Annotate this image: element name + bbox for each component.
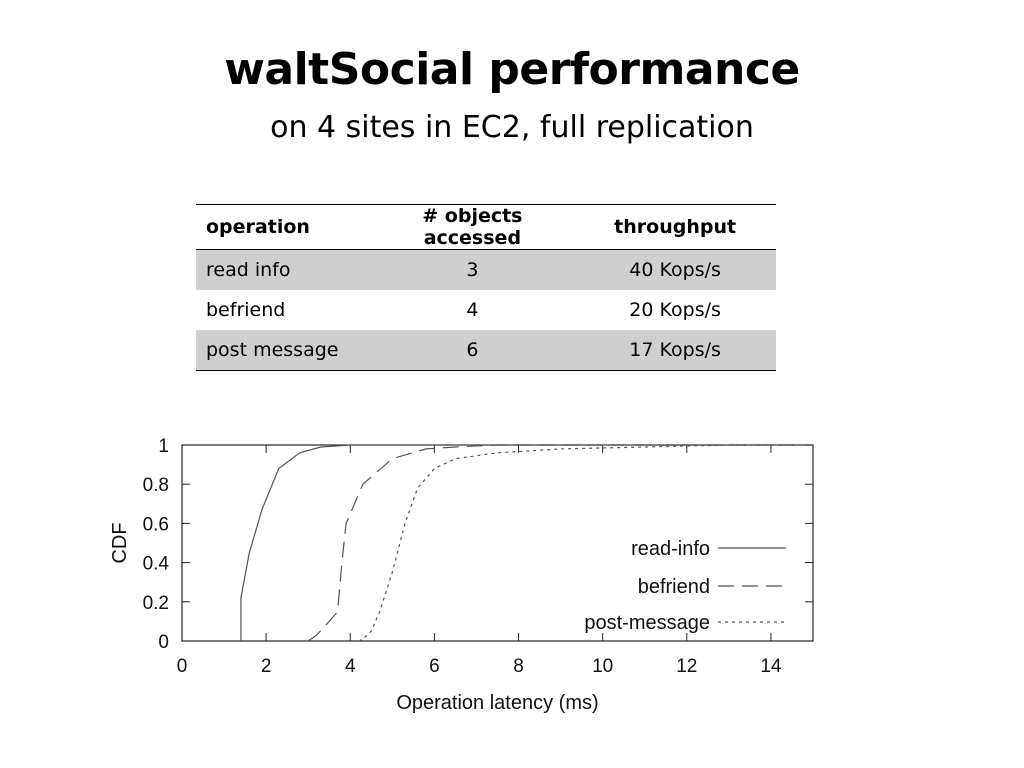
- y-tick-label: 0.8: [143, 475, 169, 496]
- x-tick-label: 2: [261, 656, 272, 677]
- cell-operation: post message: [206, 339, 339, 361]
- x-tick-label: 8: [513, 656, 524, 677]
- x-axis-label: Operation latency (ms): [396, 692, 598, 714]
- cell-objects-accessed: 4: [466, 299, 479, 321]
- y-axis-label: CDF: [109, 522, 131, 563]
- series-line-befriend: [307, 444, 813, 642]
- header-objects-accessed: # objects accessed: [422, 205, 523, 249]
- slide-subtitle: on 4 sites in EC2, full replication: [270, 110, 754, 145]
- cell-throughput: 40 Kops/s: [629, 259, 721, 281]
- y-tick-label: 1: [158, 436, 169, 457]
- legend-label: befriend: [638, 576, 710, 598]
- performance-table: operation # objects accessed throughput …: [196, 204, 776, 371]
- table-row: befriend 4 20 Kops/s: [196, 290, 776, 330]
- cell-throughput: 20 Kops/s: [629, 299, 721, 321]
- cell-objects-accessed: 6: [466, 339, 479, 361]
- x-tick-label: 14: [760, 656, 782, 677]
- table-row: read info 3 40 Kops/s: [196, 249, 776, 290]
- x-tick-label: 6: [429, 656, 440, 677]
- table-header-row: operation # objects accessed throughput: [196, 204, 776, 250]
- legend-label: post-message: [584, 612, 710, 634]
- cell-operation: befriend: [206, 299, 286, 321]
- y-tick-label: 0.2: [143, 593, 169, 614]
- cell-objects-accessed: 3: [466, 259, 479, 281]
- header-operation: operation: [206, 216, 310, 238]
- x-tick-label: 10: [592, 656, 613, 677]
- legend-label: read-info: [631, 538, 710, 560]
- x-tick-label: 12: [676, 656, 697, 677]
- y-tick-label: 0.4: [143, 554, 170, 575]
- cell-throughput: 17 Kops/s: [629, 339, 721, 361]
- y-tick-label: 0.6: [143, 514, 169, 535]
- series-line-read-info: [240, 444, 813, 641]
- header-throughput: throughput: [614, 216, 737, 238]
- cell-operation: read info: [206, 259, 291, 281]
- x-tick-label: 0: [177, 656, 188, 677]
- x-tick-label: 4: [345, 656, 356, 677]
- y-tick-label: 0: [158, 632, 169, 653]
- table-row: post message 6 17 Kops/s: [196, 330, 776, 371]
- slide-title: waltSocial performance: [224, 44, 800, 95]
